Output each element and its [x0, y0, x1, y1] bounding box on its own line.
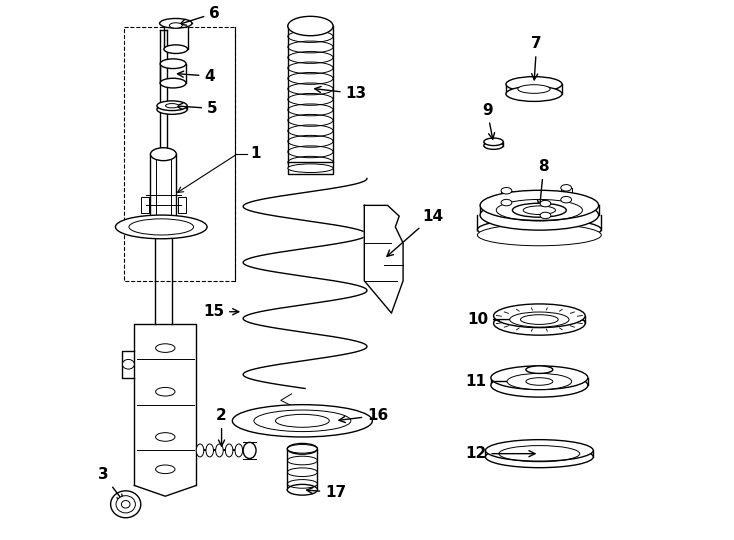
- Ellipse shape: [150, 148, 176, 161]
- Ellipse shape: [526, 377, 553, 385]
- Ellipse shape: [506, 86, 562, 102]
- Ellipse shape: [484, 142, 504, 150]
- Ellipse shape: [512, 203, 567, 217]
- Text: 13: 13: [315, 86, 367, 101]
- Ellipse shape: [485, 440, 593, 461]
- Ellipse shape: [156, 433, 175, 441]
- Ellipse shape: [111, 491, 141, 518]
- Ellipse shape: [159, 18, 192, 28]
- Ellipse shape: [121, 501, 130, 508]
- Ellipse shape: [166, 104, 178, 108]
- Ellipse shape: [157, 101, 187, 111]
- Ellipse shape: [288, 16, 333, 36]
- Ellipse shape: [501, 187, 512, 194]
- Ellipse shape: [480, 190, 599, 220]
- Ellipse shape: [235, 444, 242, 457]
- Ellipse shape: [561, 197, 572, 203]
- Ellipse shape: [520, 315, 558, 325]
- Ellipse shape: [485, 446, 593, 468]
- Ellipse shape: [561, 185, 572, 191]
- Text: 7: 7: [531, 36, 542, 80]
- Ellipse shape: [164, 45, 188, 53]
- Text: 10: 10: [467, 312, 535, 327]
- Ellipse shape: [526, 366, 553, 374]
- Text: 12: 12: [465, 446, 535, 461]
- Ellipse shape: [491, 366, 588, 389]
- Text: 3: 3: [98, 467, 123, 501]
- Ellipse shape: [484, 138, 504, 146]
- Text: 11: 11: [465, 374, 535, 389]
- Ellipse shape: [206, 444, 214, 457]
- Ellipse shape: [225, 444, 233, 457]
- Text: 4: 4: [178, 69, 215, 84]
- Text: 1: 1: [250, 146, 261, 161]
- Bar: [141, 197, 149, 213]
- Ellipse shape: [243, 442, 256, 458]
- Ellipse shape: [156, 465, 175, 474]
- Ellipse shape: [287, 443, 317, 454]
- Ellipse shape: [160, 78, 186, 88]
- Ellipse shape: [540, 212, 550, 219]
- Text: 2: 2: [217, 408, 227, 446]
- Text: 17: 17: [307, 485, 346, 500]
- Ellipse shape: [170, 23, 182, 28]
- Ellipse shape: [115, 215, 207, 239]
- Ellipse shape: [501, 199, 512, 206]
- Ellipse shape: [507, 374, 572, 389]
- Text: 6: 6: [180, 5, 220, 25]
- Text: 5: 5: [176, 101, 218, 116]
- Ellipse shape: [233, 404, 372, 437]
- Ellipse shape: [116, 496, 135, 513]
- Ellipse shape: [160, 59, 186, 69]
- Ellipse shape: [477, 224, 601, 246]
- Ellipse shape: [540, 200, 550, 207]
- Ellipse shape: [493, 312, 585, 335]
- Ellipse shape: [491, 374, 588, 397]
- Ellipse shape: [156, 344, 175, 353]
- Ellipse shape: [157, 105, 187, 114]
- Text: 16: 16: [339, 408, 388, 423]
- Ellipse shape: [506, 77, 562, 92]
- Ellipse shape: [493, 304, 585, 328]
- Ellipse shape: [129, 219, 194, 235]
- Text: 8: 8: [537, 159, 549, 206]
- Ellipse shape: [517, 85, 550, 93]
- Ellipse shape: [123, 360, 134, 369]
- Bar: [178, 197, 186, 213]
- Ellipse shape: [509, 312, 569, 327]
- Bar: [288, 163, 333, 174]
- Ellipse shape: [216, 444, 223, 457]
- Ellipse shape: [156, 387, 175, 396]
- Ellipse shape: [196, 444, 204, 457]
- Text: 9: 9: [482, 103, 495, 139]
- Text: 14: 14: [387, 208, 443, 256]
- Text: 15: 15: [203, 304, 239, 319]
- Polygon shape: [364, 205, 403, 313]
- Ellipse shape: [480, 200, 599, 230]
- Ellipse shape: [287, 484, 317, 495]
- Ellipse shape: [288, 164, 333, 172]
- Ellipse shape: [477, 219, 601, 240]
